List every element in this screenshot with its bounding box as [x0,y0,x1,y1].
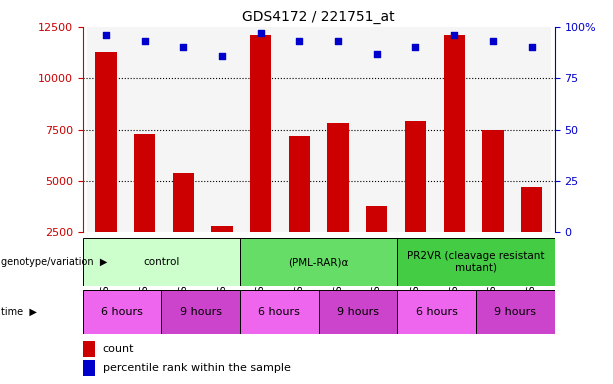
Text: (PML-RAR)α: (PML-RAR)α [289,257,349,267]
Bar [96,51,116,284]
Bar [83,360,96,376]
Text: 6 hours: 6 hours [101,307,143,317]
Bar [482,130,503,284]
Text: 9 hours: 9 hours [180,307,222,317]
Bar [319,290,397,334]
Bar [240,290,319,334]
Point [411,44,421,50]
Point [333,38,343,44]
Bar [521,187,542,284]
Text: 9 hours: 9 hours [495,307,536,317]
Bar [327,123,349,284]
Bar [173,173,194,284]
Bar [405,121,426,284]
Bar [250,35,272,284]
Point [256,30,265,36]
Text: count: count [102,344,134,354]
Point [294,38,304,44]
Bar [161,290,240,334]
Point [488,38,498,44]
Bar [397,238,555,286]
Bar [366,205,387,284]
Bar [476,290,555,334]
Bar [280,27,319,232]
Bar [512,27,551,232]
Bar [397,290,476,334]
Bar [435,27,473,232]
Bar [134,134,155,284]
Bar [211,226,233,284]
Text: PR2VR (cleavage resistant
mutant): PR2VR (cleavage resistant mutant) [408,251,545,273]
Point [372,51,382,57]
Bar [396,27,435,232]
Bar [83,238,240,286]
Bar [83,290,161,334]
Text: percentile rank within the sample: percentile rank within the sample [102,363,291,373]
Point [449,32,459,38]
Title: GDS4172 / 221751_at: GDS4172 / 221751_at [243,10,395,25]
Bar [319,27,357,232]
Bar [473,27,512,232]
Bar [242,27,280,232]
Text: 6 hours: 6 hours [259,307,300,317]
Point [140,38,150,44]
Bar [289,136,310,284]
Bar [357,27,396,232]
Bar [164,27,203,232]
Bar [86,27,125,232]
Text: time  ▶: time ▶ [1,307,37,317]
Point [101,32,111,38]
Point [178,44,188,50]
Bar [240,238,397,286]
Bar [125,27,164,232]
Text: control: control [143,257,180,267]
Text: genotype/variation  ▶: genotype/variation ▶ [1,257,108,267]
Text: 6 hours: 6 hours [416,307,458,317]
Bar [203,27,242,232]
Bar [83,341,96,357]
Text: 9 hours: 9 hours [337,307,379,317]
Bar [444,35,465,284]
Point [217,53,227,59]
Point [527,44,536,50]
